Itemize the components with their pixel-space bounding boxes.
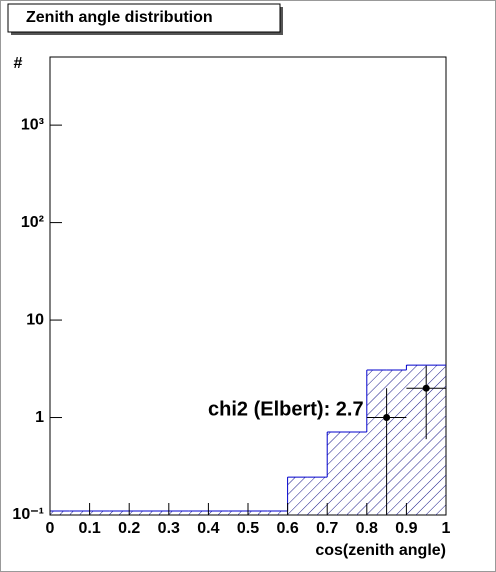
hist-bar (366, 370, 387, 515)
hist-bar (386, 370, 407, 515)
hist-bar (208, 510, 229, 515)
hist-bar (228, 510, 248, 515)
hist-bar (149, 510, 169, 515)
hist-bar (188, 510, 209, 515)
x-axis-label: cos(zenith angle) (315, 542, 446, 559)
hist-bar (426, 365, 446, 515)
hist-bar (69, 510, 90, 515)
hist-bar (347, 432, 367, 515)
hist-bar (50, 510, 70, 515)
chart-title: Zenith angle distribution (26, 9, 213, 26)
data-point (422, 384, 430, 392)
y-tick-label: 1 (35, 409, 44, 426)
x-tick-label: 0.6 (276, 520, 298, 537)
annotation: chi2 (Elbert): 2.7 (208, 398, 364, 420)
hist-bar (287, 477, 308, 515)
x-tick-label: 0.3 (158, 520, 180, 537)
y-tick-label: 10⁻¹ (12, 506, 44, 523)
data-point (383, 414, 391, 422)
y-tick-label: 10 (26, 311, 44, 328)
y-tick-label: 10³ (21, 116, 44, 133)
hist-bar (267, 510, 288, 515)
x-tick-label: 0.4 (197, 520, 219, 537)
hist-bar (406, 365, 427, 515)
x-tick-label: 0.2 (118, 520, 140, 537)
hist-bar (109, 510, 130, 515)
x-tick-label: 0.8 (356, 520, 378, 537)
x-tick-label: 1 (442, 520, 451, 537)
x-tick-label: 0 (46, 520, 55, 537)
x-tick-label: 0.5 (237, 520, 259, 537)
hist-bar (248, 510, 268, 515)
hist-bar (89, 510, 110, 515)
hist-bar (327, 432, 347, 515)
y-tick-label: 10² (21, 214, 44, 231)
hist-bar (129, 510, 149, 515)
x-tick-label: 0.1 (78, 520, 100, 537)
title-box (7, 3, 281, 33)
x-tick-label: 0.9 (395, 520, 417, 537)
x-tick-label: 0.7 (316, 520, 338, 537)
hist-bar (307, 477, 328, 515)
hist-bar (168, 510, 189, 515)
y-axis-label: # (14, 55, 23, 72)
